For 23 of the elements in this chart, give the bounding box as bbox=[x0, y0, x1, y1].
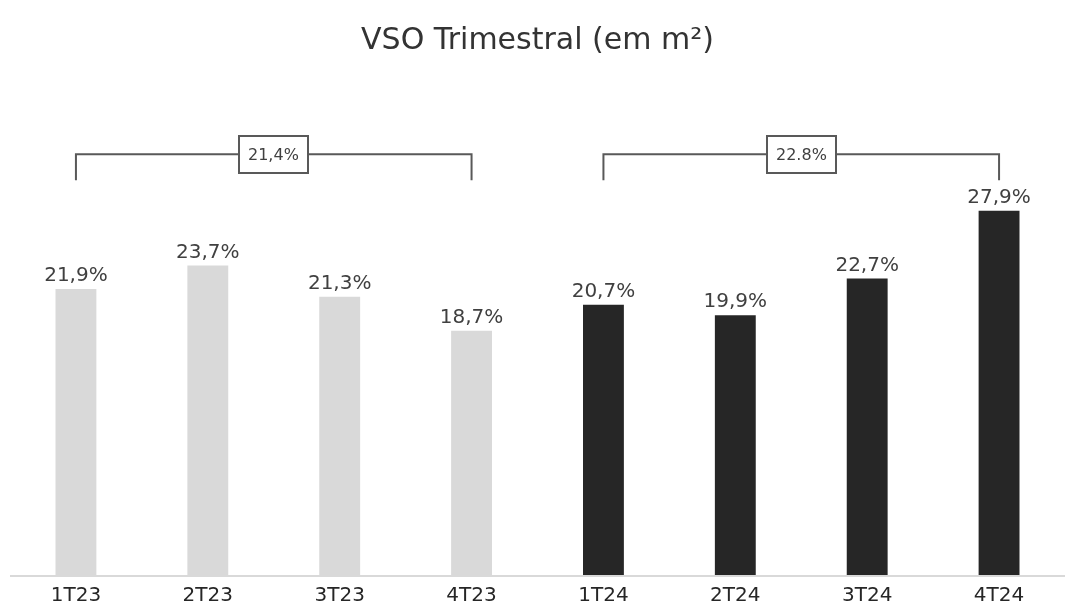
x-tick-label: 2T24 bbox=[710, 582, 761, 606]
x-tick-label: 4T24 bbox=[973, 582, 1025, 606]
text: 22.8% bbox=[776, 145, 827, 164]
bar bbox=[846, 278, 888, 575]
data-label: 18,7% bbox=[439, 303, 504, 328]
text: 21,4% bbox=[248, 145, 299, 164]
data-label: 20,7% bbox=[571, 277, 636, 302]
x-tick-label: 1T23 bbox=[50, 582, 102, 606]
data-label: 21,9% bbox=[44, 262, 108, 287]
data-label: 21,3% bbox=[307, 269, 372, 294]
data-label: 27,9% bbox=[967, 183, 1031, 208]
x-tick-label: 3T23 bbox=[314, 582, 365, 606]
x-tick-label: 3T24 bbox=[841, 582, 893, 606]
x-tick-label: 4T23 bbox=[446, 582, 497, 606]
x-tick-label: 2T23 bbox=[182, 582, 234, 606]
x-tick-label: 1T24 bbox=[578, 582, 629, 606]
chart-title: VSO Trimestral (em m²) bbox=[361, 20, 714, 56]
bar bbox=[583, 304, 624, 575]
data-label: 22,7% bbox=[835, 251, 899, 276]
data-label: 23,7% bbox=[176, 238, 240, 263]
bar bbox=[714, 315, 756, 575]
bar bbox=[978, 210, 1020, 575]
data-label: 19,9% bbox=[703, 288, 768, 313]
